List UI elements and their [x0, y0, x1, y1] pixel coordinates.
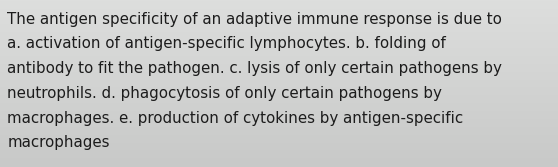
Text: antibody to fit the pathogen. c. lysis of only certain pathogens by: antibody to fit the pathogen. c. lysis o…	[7, 61, 502, 76]
Text: The antigen specificity of an adaptive immune response is due to: The antigen specificity of an adaptive i…	[7, 12, 502, 27]
Text: macrophages. e. production of cytokines by antigen-specific: macrophages. e. production of cytokines …	[7, 111, 463, 126]
Text: a. activation of antigen-specific lymphocytes. b. folding of: a. activation of antigen-specific lympho…	[7, 36, 446, 51]
Text: macrophages: macrophages	[7, 135, 110, 150]
Text: neutrophils. d. phagocytosis of only certain pathogens by: neutrophils. d. phagocytosis of only cer…	[7, 86, 442, 101]
